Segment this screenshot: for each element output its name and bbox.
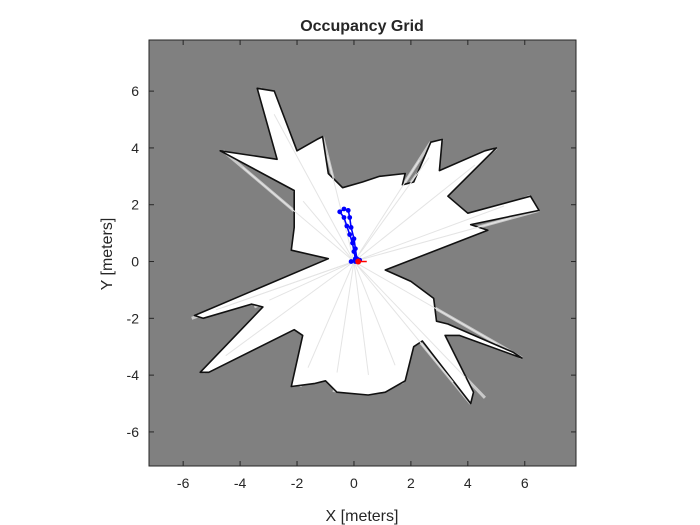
free-space-shade-line: [353, 261, 497, 345]
x-tick-label: -6: [177, 475, 190, 491]
plot-area: -6 -4 -2 0 2 4 6 -6 -4 -2 0 2 4 6: [127, 39, 577, 491]
free-space-shade-line: [326, 155, 355, 262]
y-tick-label: 4: [131, 140, 139, 156]
free-space-shade-line: [223, 261, 355, 308]
trajectory-point: [351, 249, 357, 254]
free-space-shade-line: [353, 159, 420, 262]
free-space-shade-line: [225, 261, 355, 357]
y-tick-label: -4: [127, 367, 140, 383]
trajectory-point: [351, 236, 357, 242]
free-space-shade-line: [353, 261, 396, 366]
free-space-shade-line: [353, 217, 512, 263]
free-space-shade-line: [353, 157, 430, 262]
trajectory-point: [347, 232, 353, 237]
x-tick-label: -2: [291, 475, 304, 491]
y-tick-label: 0: [131, 254, 139, 270]
free-space-shade-line: [302, 200, 355, 262]
trajectory-point: [348, 225, 354, 230]
trajectory-point: [337, 209, 343, 215]
y-tick-label: -6: [127, 424, 140, 440]
trajectory-point: [344, 223, 350, 229]
free-space-shade-line: [336, 261, 355, 373]
x-tick-label: 4: [464, 475, 472, 491]
trajectory-point: [347, 215, 353, 220]
free-space-shade-line: [353, 261, 369, 376]
x-tick-label: -4: [234, 475, 247, 491]
x-axis-label: X [meters]: [326, 508, 399, 525]
y-tick-label: -2: [127, 310, 140, 326]
trajectory-point: [341, 215, 347, 220]
free-space-shade-line: [269, 261, 355, 301]
chart-title: Occupancy Grid: [300, 18, 424, 35]
trajectory-point: [345, 208, 351, 213]
x-tick-label: 6: [521, 475, 529, 491]
free-space-shade-line: [273, 114, 355, 262]
axes-frame: [148, 39, 577, 467]
free-space-shade-line: [242, 166, 355, 262]
y-axis-label: Y [meters]: [99, 218, 116, 291]
trajectory-point: [350, 240, 355, 246]
y-tick-label: 2: [131, 197, 139, 213]
trajectory-point: [341, 206, 347, 212]
y-tick-label: 6: [131, 83, 139, 99]
free-space-shade-line: [353, 261, 454, 383]
free-space-shade-line: [353, 205, 505, 262]
free-space-shade-line: [353, 164, 476, 262]
x-tick-label: 2: [407, 475, 415, 491]
trajectory-point: [348, 259, 354, 264]
free-space-region: [193, 87, 540, 405]
x-tick-label: 0: [350, 475, 358, 491]
free-space-shade-line: [307, 261, 355, 368]
free-space-shade-line: [353, 261, 466, 378]
